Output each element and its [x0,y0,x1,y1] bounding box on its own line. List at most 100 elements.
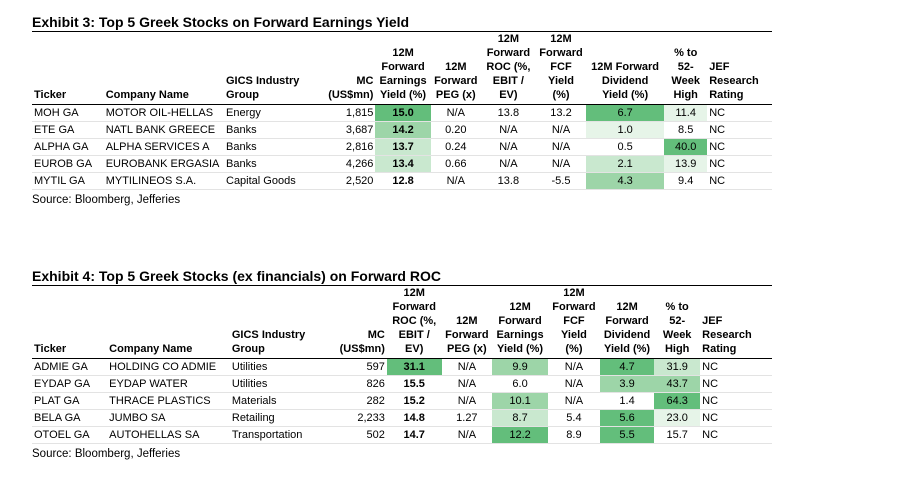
exhibit4-col-header-line: Forward [498,315,542,327]
exhibit3-col-header-line: Forward [539,47,583,59]
table-cell: 8.9 [547,426,600,444]
table-cell: 13.9 [664,155,708,173]
table-cell: 1,815 [319,104,376,122]
table-cell: ADMIE GA [32,358,108,376]
exhibit3-col-header-line: Yield (%) [380,89,427,101]
table-cell: ALPHA SERVICES A [103,138,224,156]
exhibit3-col-header-line: ROC (%, [486,61,531,73]
exhibit4-col-header-line: % to 52- [665,301,689,327]
exhibit4-col-header-line: Yield (%) [604,343,651,355]
table-cell: 1.27 [441,409,493,427]
table-cell: 2,520 [319,172,376,190]
exhibit4-col-header-line: MC [367,329,385,341]
table-cell: 4.7 [599,358,655,376]
exhibit4-col-header-7: 12M Forward FCF Yield (%) [548,286,600,359]
table-cell: 15.7 [654,426,701,444]
table-cell: Retailing [229,409,332,427]
table-row: OTOEL GA AUTOHELLAS SA Transportation 502 14… [32,426,772,444]
table-cell: 597 [331,358,387,376]
table-cell: 6.7 [586,104,665,122]
exhibit4-col-header-1: Company Name [107,286,230,359]
exhibit3-col-header-line: High [673,89,698,101]
table-cell: NC [700,375,772,393]
table-cell: 9.9 [492,358,548,376]
table-cell: EYDAP GA [32,375,108,393]
exhibit4-col-header-8: 12M Forward Dividend Yield (%) [600,286,654,359]
table-row: ETE GA NATL BANK GREECE Banks 3,687 14.2 0.20… [32,121,772,139]
exhibit3-col-header-line: Rating [709,89,744,101]
table-cell: N/A [480,138,536,156]
exhibit3-col-header-line: Dividend Yield (%) [601,75,649,101]
table-cell: N/A [547,375,600,393]
exhibit-4-header-row: Ticker Company Name GICS Industry Group MC (… [32,286,772,359]
exhibit-3-title: Exhibit 3: Top 5 Greek Stocks on Forward… [32,14,772,32]
table-cell: N/A [480,155,536,173]
table-cell: 1.0 [586,121,665,139]
exhibit4-col-header-line: JEF Research [702,315,752,341]
exhibit-4: Exhibit 4: Top 5 Greek Stocks (ex financ… [32,268,772,461]
table-cell: N/A [535,121,587,139]
table-cell: 282 [331,392,387,410]
table-cell: 2,816 [319,138,376,156]
table-cell: 40.0 [664,138,708,156]
table-cell: 31.1 [386,358,442,376]
table-cell: N/A [535,138,587,156]
exhibit4-col-header-4: 12M Forward ROC (%, EBIT / EV) [387,286,442,359]
table-cell: Materials [229,392,332,410]
exhibit3-col-header-4: 12M Forward Earnings Yield (%) [375,32,430,105]
exhibit3-col-header-7: 12M Forward FCF Yield (%) [536,32,586,105]
exhibit4-col-header-6: 12M Forward Earnings Yield (%) [492,286,548,359]
exhibit4-col-header-line: FCF Yield [561,315,587,341]
table-cell: 13.8 [480,172,536,190]
table-cell: 31.9 [654,358,701,376]
table-cell: 2,233 [331,409,387,427]
exhibit3-col-header-line: MC [356,75,374,87]
table-row: MOH GA MOTOR OIL-HELLAS Energy 1,815 15.0 N/A… [32,104,772,122]
exhibit4-col-header-line: 12M [563,287,585,299]
exhibit4-col-header-line: Forward [605,315,649,327]
table-cell: NC [707,138,772,156]
table-cell: 14.7 [386,426,442,444]
table-row: MYTIL GA MYTILINEOS S.A. Capital Goods 2,52… [32,172,772,190]
table-cell: 5.4 [547,409,600,427]
exhibit3-col-header-line: GICS Industry Group [226,75,300,101]
exhibit3-col-header-3: MC (US$mn) [320,32,376,105]
table-cell: 1.4 [599,392,655,410]
table-cell: Banks [224,155,320,173]
exhibit4-col-header-line: Forward [392,301,436,313]
exhibit4-col-header-5: 12M Forward PEG (x) [442,286,493,359]
table-cell: HOLDING CO ADMIE [107,358,230,376]
exhibit4-col-header-line: 12M [509,301,531,313]
table-cell: 2.1 [586,155,665,173]
exhibit3-col-header-6: 12M Forward ROC (%, EBIT / EV) [481,32,536,105]
table-cell: 0.24 [430,138,481,156]
table-cell: ETE GA [32,121,104,139]
table-cell: THRACE PLASTICS [107,392,230,410]
exhibit4-col-header-line: Forward [445,329,489,341]
exhibit3-col-header-line: 12M [392,47,414,59]
exhibit-3-table: Ticker Company Name GICS Industry Group MC (… [32,32,772,190]
table-row: EYDAP GA EYDAP WATER Utilities 826 15.5 N/A 6.… [32,375,772,393]
exhibit4-col-header-line: Dividend [603,329,651,341]
table-cell: 12.2 [492,426,548,444]
table-cell: 43.7 [654,375,701,393]
table-cell: NC [707,155,772,173]
table-cell: NC [707,172,772,190]
exhibit3-col-header-line: Ticker [34,89,67,101]
table-cell: EUROBANK ERGASIA [103,155,224,173]
table-cell: 4,266 [319,155,376,173]
table-cell: Transportation [229,426,332,444]
table-cell: 5.5 [599,426,655,444]
table-cell: 5.6 [599,409,655,427]
table-cell: 3.9 [599,375,655,393]
table-cell: EYDAP WATER [107,375,230,393]
table-cell: 3,687 [319,121,376,139]
exhibit4-col-header-line: (US$mn) [339,343,385,355]
table-cell: N/A [547,392,600,410]
exhibit3-col-header-line: 12M [445,61,467,73]
table-cell: MOH GA [32,104,104,122]
table-cell: N/A [480,121,536,139]
table-cell: 23.0 [654,409,701,427]
exhibit3-col-header-10: JEF Research Rating [707,32,772,105]
exhibit3-col-header-line: 12M [550,33,572,45]
